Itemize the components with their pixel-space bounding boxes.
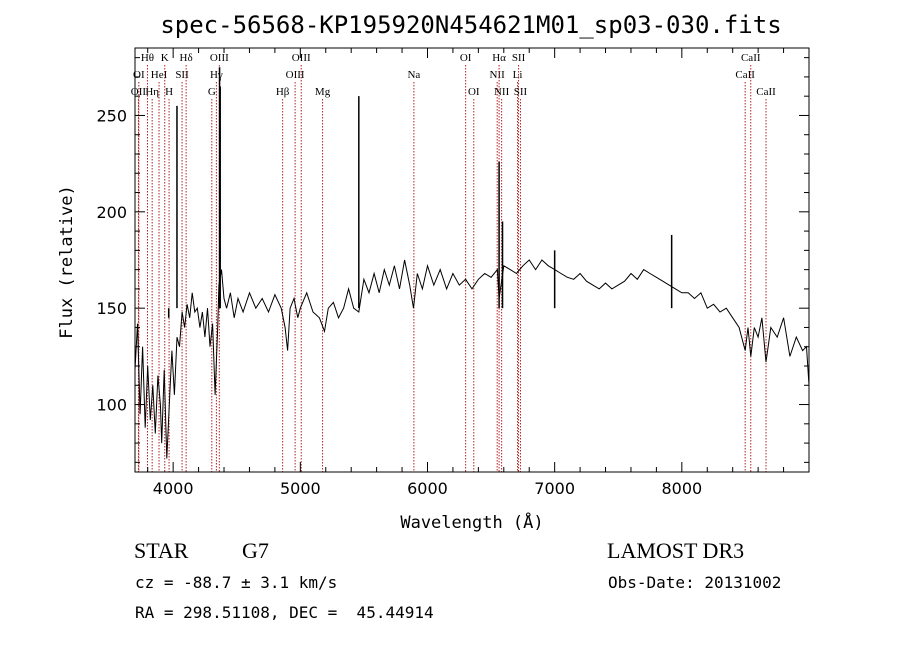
marker-label-9: G [208,86,216,98]
marker-label-21: NII [494,86,510,98]
marker-label-16: Na [407,69,420,81]
marker-label-20: Hα [492,52,506,64]
plot-frame [134,47,810,473]
marker-label-2: Hθ [141,52,154,64]
marker-label-17: OI [460,52,472,64]
marker-label-24: SII [514,86,528,98]
y-tick-label-2: 200 [96,203,127,222]
survey-label: LAMOST DR3 [607,538,745,563]
marker-label-19: NII [490,69,506,81]
x-axis-label: Wavelength (Å) [400,511,543,533]
marker-label-8: Hδ [180,52,193,64]
marker-label-7: SII [175,69,189,81]
marker-label-12: Hβ [276,86,290,98]
y-tick-label-0: 100 [96,396,127,415]
series-layer [134,67,810,459]
y-axis-label: Flux (relative) [57,185,77,339]
x-tick-label-3: 7000 [534,479,575,498]
coordinates: RA = 298.51108, DEC = 45.44914 [135,603,434,622]
y-tick-label-3: 250 [96,106,127,125]
marker-label-1: OI [133,69,145,81]
axes: 4000 5000 6000 7000 8000 100 150 200 250 [96,48,809,498]
class-label: STAR [134,538,189,563]
marker-label-14: OIII [292,52,311,64]
marker-label-13: OIII [286,69,305,81]
cz-value: cz = -88.7 ± 3.1 km/s [135,573,338,592]
marker-label-22: Li [513,69,523,81]
x-tick-label-4: 8000 [661,479,702,498]
x-tick-label-2: 6000 [407,479,448,498]
x-tick-label-0: 4000 [153,479,194,498]
marker-label-23: SII [512,52,526,64]
marker-label-6: H [165,86,173,98]
marker-label-3: Hη [145,86,159,98]
marker-label-11: OIII [210,52,229,64]
marker-label-4: HeI [151,69,168,81]
obs-date: Obs-Date: 20131002 [608,573,782,592]
line-markers: OIIOIHθHηHeIKHSIIHδGHγOIIIHβOIIIOIIIMgNa… [131,52,776,472]
chart-title: spec-56568-KP195920N454621M01_sp03-030.f… [160,11,781,39]
marker-label-27: CaII [756,86,776,98]
marker-label-5: K [161,52,169,64]
spectrum-line-0 [134,259,810,459]
marker-label-25: CaII [735,69,755,81]
marker-label-15: Mg [315,86,331,98]
y-tick-label-1: 150 [96,299,127,318]
x-tick-label-1: 5000 [280,479,321,498]
subclass-label: G7 [242,538,269,563]
marker-label-26: CaII [741,52,761,64]
marker-label-10: Hγ [210,69,223,81]
marker-label-18: OI [468,86,480,98]
